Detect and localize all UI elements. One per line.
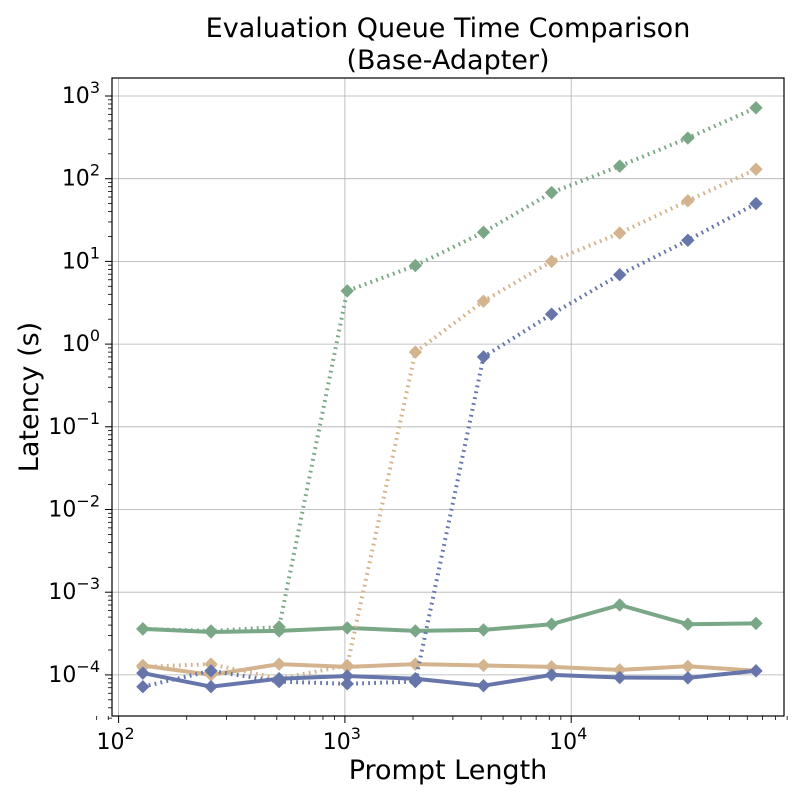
- data-point-marker: [340, 621, 354, 635]
- minor-ticks: [96, 99, 788, 720]
- data-point-marker: [749, 101, 763, 115]
- data-point-marker: [681, 194, 695, 208]
- data-point-marker: [408, 258, 423, 273]
- data-point-marker: [408, 674, 423, 689]
- data-point-marker: [408, 624, 423, 638]
- y-tick-label: 103: [62, 78, 100, 109]
- data-point-marker: [476, 658, 491, 673]
- data-point-marker: [544, 617, 559, 631]
- data-point-marker: [681, 233, 695, 247]
- data-point-marker: [272, 674, 286, 689]
- y-tick-label: 101: [62, 243, 100, 274]
- axis-ticks: 102 103 104 10−4 10−3 10−2 10−1 100 101 102 103: [48, 78, 587, 755]
- x-tick-label: 104: [549, 724, 587, 755]
- data-point-marker: [749, 664, 763, 678]
- chart-title-line-1: Evaluation Queue Time Comparison: [206, 13, 691, 44]
- data-point-marker: [136, 666, 150, 680]
- data-point-marker: [340, 677, 354, 691]
- data-point-marker: [340, 284, 354, 298]
- data-point-marker: [681, 617, 695, 631]
- data-point-marker: [749, 616, 763, 631]
- data-point-marker: [272, 620, 286, 634]
- data-point-marker: [749, 162, 763, 176]
- series-line: [140, 668, 758, 689]
- data-point-marker: [544, 307, 559, 321]
- y-tick-label: 100: [62, 326, 100, 357]
- data-point-marker: [476, 350, 491, 364]
- data-point-marker: [476, 294, 491, 308]
- data-point-marker: [613, 598, 627, 612]
- y-axis-label: Latency (s): [14, 322, 45, 472]
- series-line: [142, 201, 757, 689]
- data-point-marker: [204, 624, 218, 638]
- data-point-marker: [136, 622, 150, 636]
- data-point-marker: [544, 185, 559, 200]
- x-tick-label: 103: [323, 724, 361, 755]
- data-point-marker: [204, 679, 218, 694]
- data-point-marker: [204, 664, 218, 678]
- data-point-marker: [136, 679, 150, 694]
- series-6-dotted: [136, 196, 763, 694]
- data-point-marker: [476, 679, 491, 693]
- data-point-marker: [476, 623, 491, 637]
- chart-title-line-2: (Base-Adapter): [346, 45, 549, 76]
- data-point-marker: [613, 226, 627, 240]
- x-axis-label: Prompt Length: [349, 755, 548, 786]
- grid: [112, 78, 784, 716]
- plot-frame: [111, 77, 785, 717]
- data-point-marker: [408, 345, 423, 359]
- series-line: [142, 167, 757, 681]
- data-point-marker: [681, 671, 695, 685]
- y-tick-label: 10−2: [48, 492, 100, 523]
- data-point-marker: [613, 670, 627, 685]
- data-point-marker: [749, 196, 763, 211]
- data-point-marker: [476, 225, 491, 239]
- data-point-marker: [613, 268, 627, 282]
- y-tick-label: 10−4: [48, 657, 100, 688]
- series-2-dotted: [136, 101, 763, 638]
- y-tick-label: 10−1: [48, 409, 100, 440]
- series-line: [140, 603, 758, 634]
- data-point-marker: [544, 668, 559, 682]
- data-point-marker: [613, 159, 627, 173]
- series-group: [136, 101, 763, 694]
- data-point-marker: [272, 657, 286, 671]
- data-point-marker: [681, 131, 695, 145]
- data-point-marker: [544, 254, 559, 269]
- y-tick-label: 10−3: [48, 574, 100, 605]
- y-tick-label: 102: [62, 161, 100, 192]
- x-tick-label: 102: [97, 724, 135, 755]
- series-line: [142, 105, 757, 633]
